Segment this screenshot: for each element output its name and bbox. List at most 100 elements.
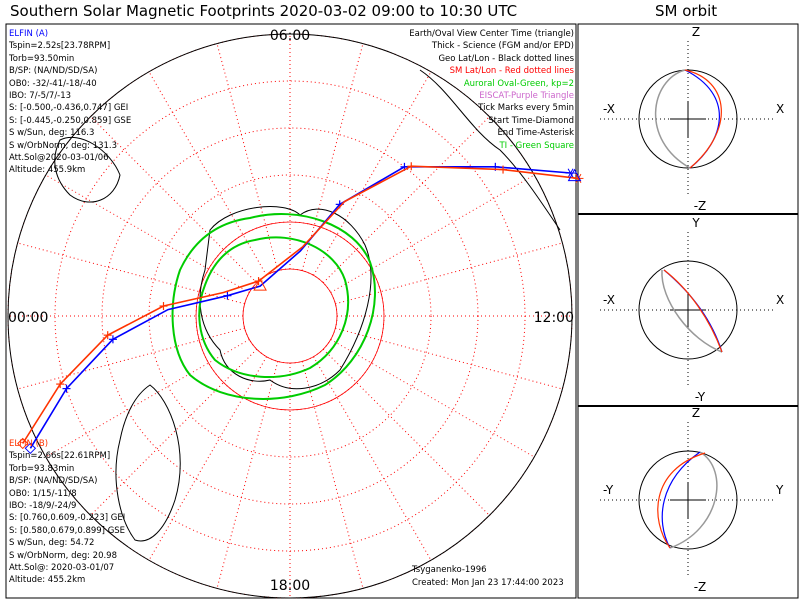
elfin-a-line-2: B/SP: (NA/ND/SD/SA) — [9, 66, 98, 77]
legend-item-8: End Time-Asterisk — [497, 128, 574, 139]
tick-mark-1-5 — [56, 380, 65, 389]
elfin-a-line-8: S w/OrbNorm, deg: 131.3 — [9, 140, 118, 151]
start-diamond-0 — [24, 442, 37, 455]
sm-panel-1: Y -Y -X X — [600, 216, 784, 404]
elfin-b-line-6: S: [0.580,0.679,0.899] GSE — [9, 525, 126, 536]
sm-panel-2: Z -Z -Y Y — [600, 406, 784, 594]
sm-label-left-2: -Y — [603, 483, 614, 497]
tick-mark-0-5 — [62, 384, 71, 393]
mlt-spoke-5 — [216, 43, 279, 271]
elfin-b-line-7: S w/Sun, deg: 54.72 — [9, 538, 95, 549]
elfin-b-name: ELFIN (B) — [9, 439, 49, 449]
sm-orbit-gray-1 — [661, 269, 723, 353]
tick-mark-1-4 — [103, 331, 112, 340]
sm-earth-circle-1 — [638, 260, 738, 360]
elfin-a-line-1: Torb=93.50min — [9, 53, 75, 64]
sm-orbit-b-0 — [684, 69, 722, 169]
south-america-outline — [419, 69, 561, 231]
sm-earth-circle-2 — [638, 450, 738, 550]
elfin-a-info: ELFIN (A) Tspin=2.52s[23.78RPM] Torb=93.5… — [9, 28, 131, 177]
elfin-a-line-10: Altitude: 455.9km — [9, 165, 86, 176]
sm-label-bottom-1: -Y — [695, 390, 706, 404]
auroral-oval-outer — [171, 213, 376, 400]
elfin-b-line-0: Tspin=2.66s[22.61RPM] — [9, 451, 111, 462]
mlt-spoke-14 — [330, 339, 535, 458]
plot-title: Southern Solar Magnetic Footprints 2020-… — [10, 2, 518, 20]
elfin-b-line-10: Altitude: 455.2km — [9, 575, 86, 586]
start-diamond-1 — [17, 437, 29, 450]
view-center-triangle — [567, 168, 582, 182]
sm-earth-circle-0 — [638, 69, 738, 169]
elfin-b-line-5: S: [0.760,0.609,-0.223] GEI — [9, 513, 126, 524]
sm-orbit-a-1 — [663, 269, 723, 353]
elfin-b-info: ELFIN (B) Tspin=2.66s[22.61RPM] Torb=93.8… — [9, 438, 125, 587]
mlt-spoke-13 — [335, 327, 563, 390]
mlt-spoke-17 — [301, 361, 364, 589]
sm-label-bottom-2: -Z — [694, 580, 707, 594]
sm-label-top-1: Y — [691, 216, 700, 230]
antarctica-outline — [199, 206, 372, 390]
elfin-b-line-8: S w/OrbNorm, deg: 20.98 — [9, 550, 118, 561]
elfin-b-line-1: Torb=93.83min — [9, 463, 75, 474]
created-credit: Created: Mon Jan 23 17:44:00 2023 — [412, 578, 564, 588]
legend-item-5: EISCAT-Purple Triangle — [479, 91, 574, 102]
sm-orbit-b-2 — [657, 452, 706, 549]
track-0 — [29, 166, 571, 449]
mlt-spoke-19 — [216, 361, 279, 589]
sm-panel-0: Z -Z -X X — [600, 25, 784, 213]
sm-label-bottom-0: -Z — [694, 199, 707, 213]
africa-outline — [54, 136, 121, 203]
sm-label-right-2: Y — [775, 483, 784, 497]
auroral-oval-inner — [198, 236, 350, 378]
elfin-b-line-3: OB0: 1/15/-11/8 — [9, 488, 77, 499]
mlt-label-bottom: 18:00 — [270, 578, 310, 594]
legend-item-1: Thick - Science (FGM and/or EPD) — [431, 41, 574, 52]
sm-label-left-0: -X — [603, 102, 615, 116]
tick-mark-1-1 — [407, 162, 416, 171]
legend-item-2: Geo Lat/Lon - Black dotted lines — [438, 53, 574, 64]
legend-item-7: Start Time-Diamond — [488, 115, 574, 126]
track-1 — [22, 165, 579, 444]
elfin-a-name: ELFIN (A) — [9, 29, 49, 39]
colat-circle-30 — [148, 174, 432, 458]
mlt-label-left: 00:00 — [8, 310, 48, 326]
legend-item-3: SM Lat/Lon - Red dotted lines — [449, 66, 574, 77]
end-asterisk-1 — [573, 173, 584, 183]
sm-label-top-0: Z — [692, 25, 700, 39]
legend-item-9: TI - Green Square — [499, 140, 574, 151]
elfin-a-line-4: IBO: 7/-5/7/-13 — [9, 91, 72, 102]
elfin-a-line-3: OB0: -32/-41/-18/-40 — [9, 78, 97, 89]
legend-item-6: Tick Marks every 5min — [478, 103, 574, 114]
legend-item-4: Auroral Oval-Green, kp=2 — [463, 78, 574, 89]
sm-orbit-gray-0 — [654, 69, 691, 169]
legend: Earth/Oval View Center Time (triangle) Th… — [409, 28, 574, 152]
sm-label-right-1: X — [776, 293, 784, 307]
sm-orbit-gray-2 — [669, 451, 718, 549]
sm-orbit-b-1 — [663, 269, 723, 353]
polar-plot — [7, 33, 584, 599]
elfin-b-line-9: Att.Sol@: 2020-03-01/07 — [9, 563, 115, 574]
legend-item-0: Earth/Oval View Center Time (triangle) — [409, 29, 574, 39]
polar-boundary — [7, 33, 573, 599]
sm-label-right-0: X — [776, 102, 784, 116]
mlt-label-top: 06:00 — [270, 28, 310, 44]
elfin-b-line-4: IBO: -18/9/-24/9 — [9, 501, 77, 512]
colat-circle-10 — [242, 268, 338, 364]
end-asterisk-0 — [565, 168, 576, 178]
elfin-a-line-9: Att.Sol@2020-03-01/06 — [9, 153, 109, 164]
australia-outline — [115, 384, 181, 542]
sm-orbit-plots: Z -Z -X X Y -Y -X X Z -Z -Y Y — [600, 25, 784, 594]
sm-label-left-1: -X — [603, 293, 615, 307]
tick-mark-1-3 — [159, 302, 168, 311]
solid-circle-20 — [195, 221, 385, 411]
sm-panel-frame — [577, 23, 799, 599]
elfin-a-line-6: S: [-0.445,-0.250,0.859] GSE — [9, 115, 132, 126]
elfin-b-line-2: B/SP: (NA/ND/SD/SA) — [9, 476, 98, 487]
tick-mark-0-3 — [223, 291, 232, 300]
tick-mark-0-4 — [108, 335, 117, 344]
mlt-label-right: 12:00 — [534, 310, 574, 326]
colat-circle-20 — [195, 221, 385, 411]
sm-label-top-2: Z — [692, 406, 700, 420]
elfin-a-line-7: S w/Sun, deg: 116.3 — [9, 128, 95, 139]
